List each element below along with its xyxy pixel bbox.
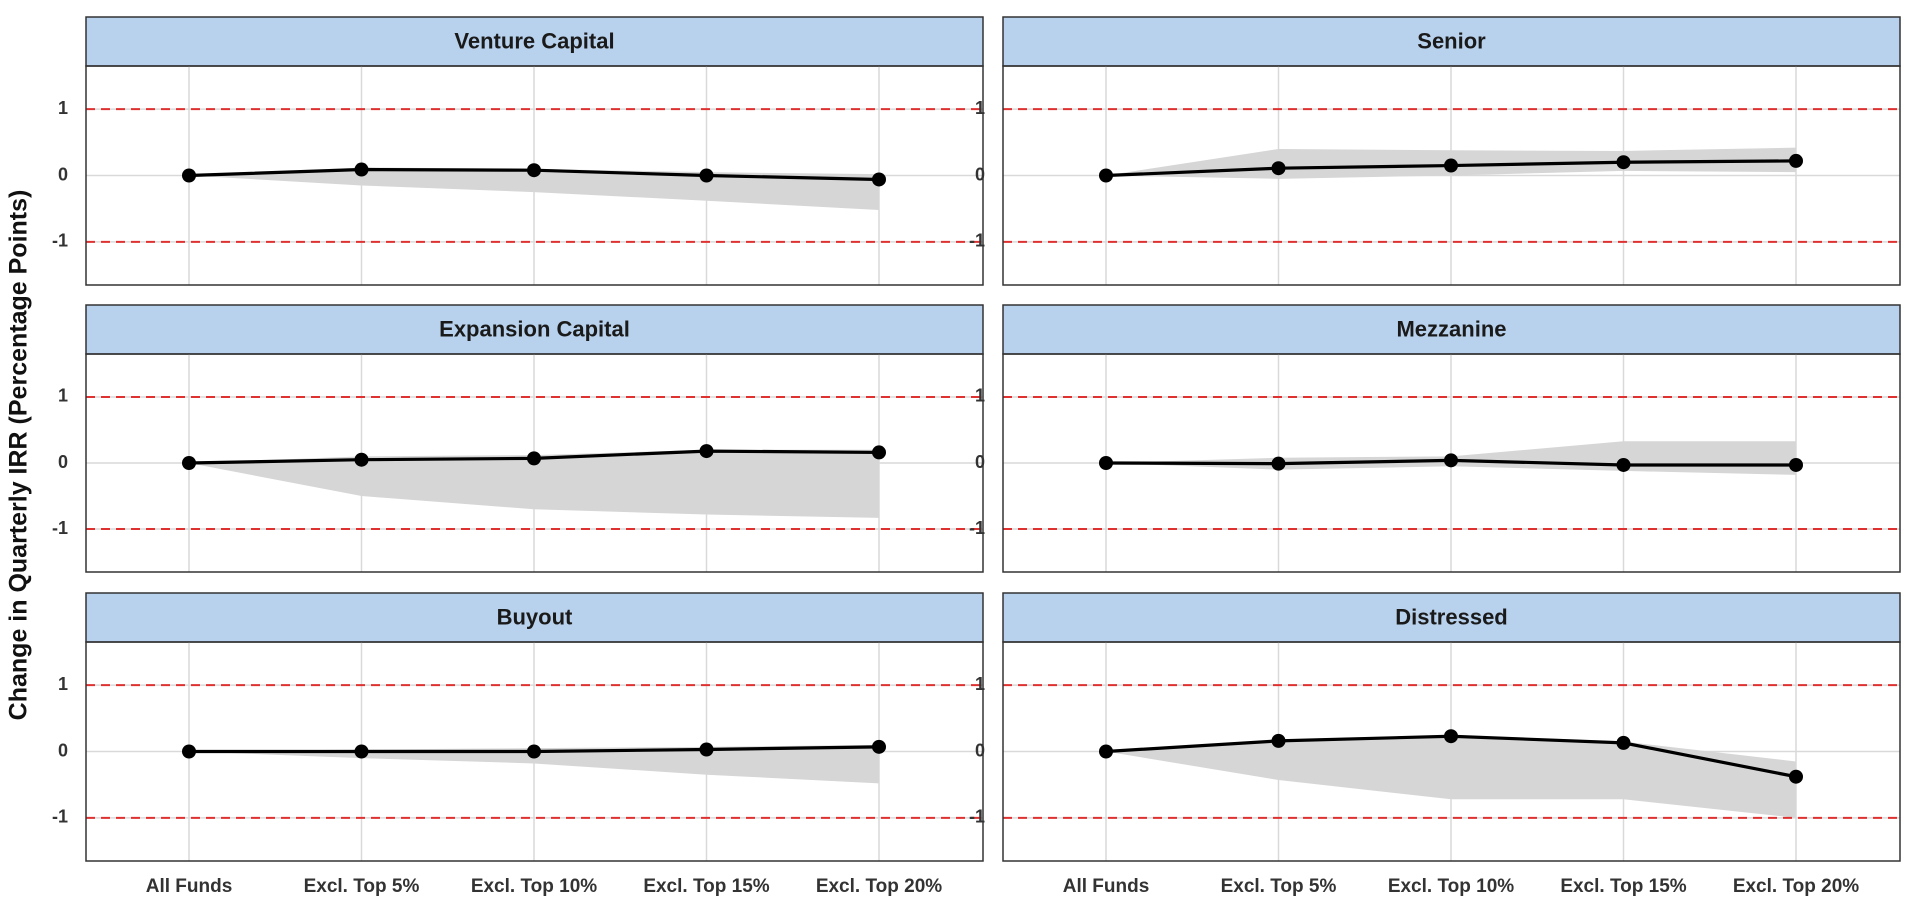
y-tick-label: 0 (58, 452, 68, 472)
data-point (182, 456, 196, 470)
y-tick-label: 0 (58, 740, 68, 760)
data-point (354, 452, 369, 467)
panel-border (1002, 65, 1901, 286)
data-point (354, 162, 369, 177)
data-point (1271, 161, 1286, 176)
data-point (1444, 729, 1458, 744)
panel-mezzanine: Mezzanine -1 0 1 (969, 304, 1901, 573)
data-point (527, 744, 541, 759)
data-point (1789, 457, 1803, 472)
y-tick-label: -1 (52, 231, 68, 251)
x-tick-label: Excl. Top 10% (1388, 876, 1514, 897)
panel-strip (85, 16, 984, 67)
data-point (1271, 733, 1286, 748)
data-point (872, 172, 886, 187)
x-tick-label: All Funds (1063, 876, 1150, 897)
data-point (1616, 155, 1631, 170)
panel-border (1002, 641, 1901, 862)
data-point (1789, 153, 1803, 168)
panel-title: Senior (1417, 28, 1486, 53)
plot-area (1003, 66, 1900, 285)
data-point (1099, 168, 1113, 183)
data-point (699, 742, 714, 757)
y-tick-label: -1 (969, 807, 985, 827)
panel-title: Buyout (497, 604, 573, 629)
y-tick-label: 0 (975, 164, 985, 184)
panel-expansion-capital: Expansion Capital -1 0 1 (52, 304, 984, 573)
data-point (527, 451, 541, 466)
panel-border (85, 65, 984, 286)
y-tick-label: 1 (58, 386, 68, 406)
panel-senior: Senior -1 0 1 (969, 16, 1901, 286)
y-tick-label: 1 (975, 386, 985, 406)
y-tick-label: 0 (975, 740, 985, 760)
data-point (182, 744, 196, 759)
x-tick-label: Excl. Top 5% (304, 876, 420, 897)
x-tick-label: Excl. Top 20% (816, 876, 942, 897)
panel-venture-capital: Venture Capital -1 0 1 (52, 16, 984, 286)
panel-border (85, 353, 984, 573)
confidence-band (189, 449, 879, 518)
x-tick-label: Excl. Top 15% (1560, 876, 1686, 897)
panel-strip (85, 304, 984, 355)
panel-title: Expansion Capital (439, 316, 630, 341)
y-tick-label: -1 (969, 518, 985, 538)
data-point (354, 744, 369, 759)
panel-border (85, 641, 984, 862)
data-point (872, 445, 886, 460)
y-axis-title: Change in Quarterly IRR (Percentage Poin… (5, 190, 33, 721)
x-tick-label: Excl. Top 5% (1221, 876, 1337, 897)
data-point (182, 168, 196, 183)
data-point (699, 168, 714, 183)
y-tick-label: 1 (975, 674, 985, 694)
y-tick-label: 0 (58, 164, 68, 184)
data-point (1099, 744, 1113, 759)
plot-area (86, 642, 983, 861)
y-tick-label: -1 (52, 807, 68, 827)
plot-area (1003, 354, 1900, 572)
data-point (527, 163, 541, 178)
panel-border (1002, 353, 1901, 573)
y-tick-label: 0 (975, 452, 985, 472)
panel-title: Venture Capital (454, 28, 614, 53)
x-tick-label: Excl. Top 20% (1733, 876, 1859, 897)
y-tick-label: 1 (58, 98, 68, 118)
data-point (1789, 769, 1803, 784)
data-point (1616, 457, 1631, 472)
data-point (872, 739, 886, 754)
x-tick-label: Excl. Top 10% (471, 876, 597, 897)
panel-buyout: Buyout -1 0 1 All Funds Excl. Top 5% Excl. Top… (52, 592, 984, 897)
plot-area (86, 354, 983, 572)
data-point (1444, 158, 1458, 173)
data-point (1444, 453, 1458, 468)
panel-title: Mezzanine (1396, 316, 1506, 341)
confidence-band (1106, 734, 1796, 818)
x-tick-label: Excl. Top 15% (643, 876, 769, 897)
data-point (1271, 456, 1286, 471)
panel-strip (1002, 592, 1901, 643)
data-point (1099, 456, 1113, 470)
data-point (1616, 735, 1631, 750)
plot-area (86, 66, 983, 285)
panel-distressed: Distressed -1 0 1 All Funds Excl. Top 5% Excl.… (969, 592, 1901, 897)
panel-strip (1002, 304, 1901, 355)
y-tick-label: 1 (975, 98, 985, 118)
x-tick-label: All Funds (146, 876, 233, 897)
plot-area (1003, 642, 1900, 861)
data-point (699, 444, 714, 459)
panel-title: Distressed (1395, 604, 1508, 629)
y-tick-label: -1 (52, 518, 68, 538)
y-tick-label: 1 (58, 674, 68, 694)
y-tick-label: -1 (969, 231, 985, 251)
